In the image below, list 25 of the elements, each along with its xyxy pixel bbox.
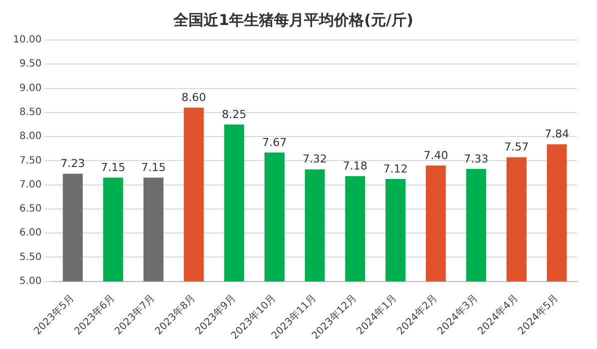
y-tick-label: 7.50 xyxy=(19,155,42,166)
data-label: 7.32 xyxy=(302,152,328,166)
y-tick-label: 5.50 xyxy=(19,252,42,263)
y-tick-label: 10.00 xyxy=(12,34,42,46)
y-tick-label: 7.00 xyxy=(19,179,42,190)
data-label: 7.23 xyxy=(60,157,86,170)
data-label: 8.25 xyxy=(222,108,246,121)
chart-title: 全国近1年生猪每月平均价格(元/斤) xyxy=(172,10,414,29)
data-label: 7.33 xyxy=(464,152,488,166)
data-label: 7.67 xyxy=(262,136,287,149)
y-tick-label: 6.00 xyxy=(19,228,42,239)
data-label: 7.57 xyxy=(504,140,529,154)
data-label: 7.12 xyxy=(383,162,408,176)
data-label: 7.84 xyxy=(544,128,570,141)
y-tick-label: 9.00 xyxy=(19,82,42,94)
y-tick-label: 5.00 xyxy=(19,276,42,287)
data-label: 7.15 xyxy=(141,160,166,174)
y-tick-label: 6.50 xyxy=(19,204,42,215)
y-tick-label: 8.50 xyxy=(19,107,42,118)
y-tick-label: 9.50 xyxy=(19,58,42,70)
data-label: 7.18 xyxy=(342,159,368,172)
data-label: 7.40 xyxy=(424,148,448,162)
data-label: 8.60 xyxy=(182,90,206,104)
data-label: 7.15 xyxy=(100,160,126,174)
y-tick-label: 8.00 xyxy=(19,131,42,142)
